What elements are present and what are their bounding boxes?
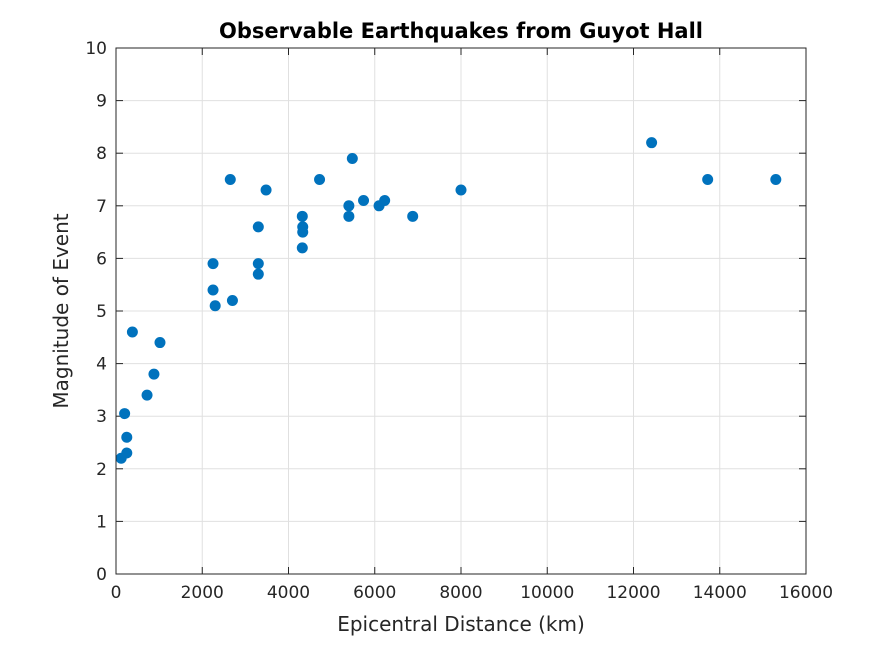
- data-point: [119, 408, 131, 420]
- data-point: [296, 242, 308, 254]
- y-tick-label: 0: [96, 565, 107, 585]
- data-point: [770, 174, 782, 185]
- data-point: [314, 174, 326, 185]
- data-point: [252, 268, 264, 280]
- data-point: [121, 431, 133, 443]
- data-point: [297, 226, 309, 238]
- data-point: [343, 210, 355, 222]
- grid-lines: [115, 47, 807, 575]
- data-point: [407, 210, 419, 222]
- data-point: [296, 210, 308, 222]
- x-tick-label: 12000: [606, 583, 660, 603]
- data-point: [207, 284, 219, 296]
- data-point: [702, 174, 714, 185]
- y-tick-label: 1: [96, 512, 107, 532]
- data-point: [252, 221, 264, 233]
- data-points: [115, 137, 782, 464]
- data-point: [343, 200, 355, 212]
- x-axis-label: Epicentral Distance (km): [337, 612, 585, 636]
- axis-ticks: 0 2000 4000 6000 8000 10000 12000 14000 16000 0 1 2…: [85, 39, 833, 603]
- x-tick-label: 2000: [181, 583, 224, 603]
- y-axis-label: Magnitude of Event: [49, 213, 73, 408]
- x-tick-label: 6000: [353, 583, 396, 603]
- data-point: [346, 152, 358, 164]
- x-tick-label: 16000: [779, 583, 833, 603]
- y-tick-label: 10: [85, 39, 107, 59]
- data-point: [226, 294, 238, 306]
- data-point: [121, 447, 133, 459]
- data-point: [224, 174, 236, 185]
- chart-title: Observable Earthquakes from Guyot Hall: [219, 19, 703, 43]
- data-point: [148, 368, 160, 380]
- y-tick-label: 5: [96, 302, 107, 322]
- data-point: [379, 195, 391, 207]
- x-tick-label: 10000: [520, 583, 574, 603]
- data-point: [154, 337, 166, 349]
- data-point: [207, 258, 219, 270]
- y-tick-label: 4: [96, 355, 107, 375]
- x-tick-label: 14000: [693, 583, 747, 603]
- data-point: [358, 195, 370, 207]
- data-point: [252, 258, 264, 270]
- plot-frame: [115, 47, 807, 575]
- data-point: [646, 137, 658, 149]
- x-tick-label: 4000: [267, 583, 310, 603]
- y-tick-label: 2: [96, 460, 107, 480]
- data-point: [260, 184, 272, 196]
- data-point: [209, 300, 221, 312]
- y-tick-label: 9: [96, 92, 107, 112]
- data-point: [141, 389, 153, 401]
- x-tick-label: 8000: [439, 583, 482, 603]
- x-tick-label: 0: [111, 583, 122, 603]
- data-point: [455, 184, 467, 196]
- y-tick-label: 8: [96, 144, 107, 164]
- y-tick-label: 7: [96, 197, 107, 217]
- data-point: [126, 326, 138, 338]
- y-tick-label: 3: [96, 407, 107, 427]
- y-tick-label: 6: [96, 249, 107, 269]
